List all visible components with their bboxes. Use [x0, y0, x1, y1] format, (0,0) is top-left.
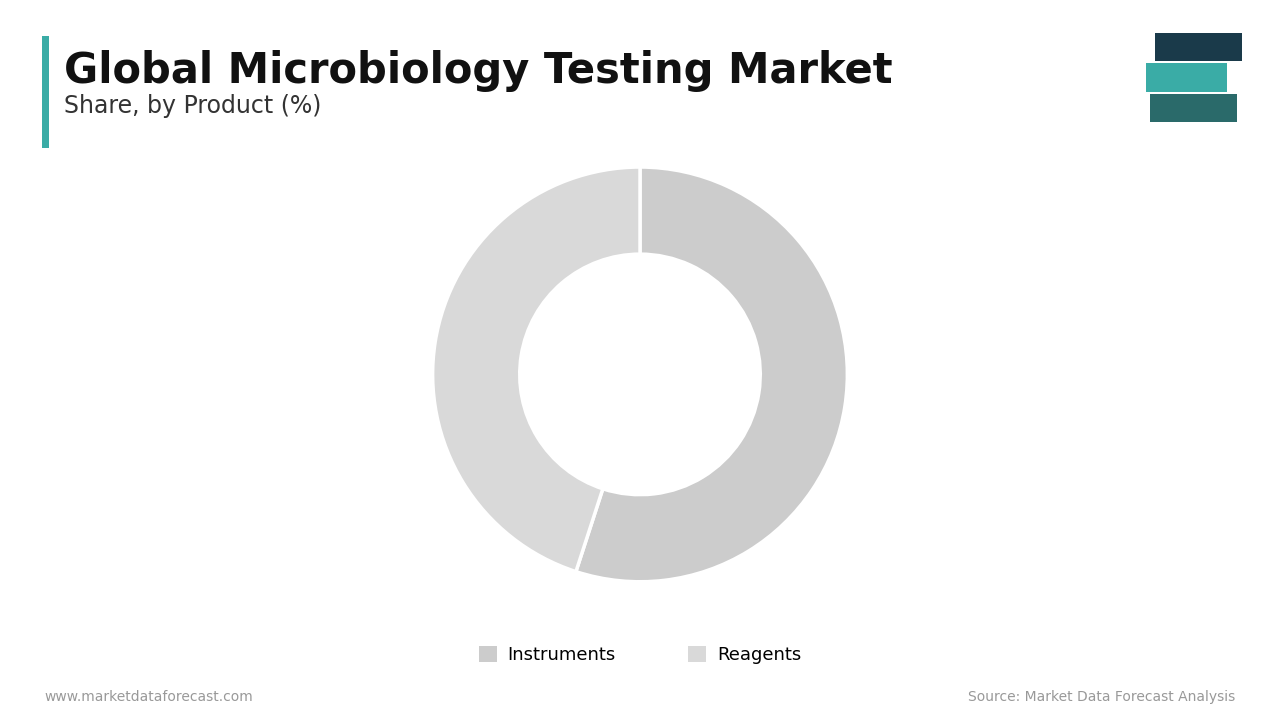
Wedge shape: [433, 167, 640, 572]
Wedge shape: [576, 167, 847, 582]
Text: www.marketdataforecast.com: www.marketdataforecast.com: [45, 690, 253, 704]
Text: Global Microbiology Testing Market: Global Microbiology Testing Market: [64, 50, 892, 92]
Text: Share, by Product (%): Share, by Product (%): [64, 94, 321, 117]
FancyBboxPatch shape: [1155, 32, 1242, 60]
Legend: Instruments, Reagents: Instruments, Reagents: [471, 639, 809, 671]
FancyBboxPatch shape: [1146, 63, 1228, 91]
FancyBboxPatch shape: [1151, 94, 1236, 122]
Text: Source: Market Data Forecast Analysis: Source: Market Data Forecast Analysis: [968, 690, 1235, 704]
